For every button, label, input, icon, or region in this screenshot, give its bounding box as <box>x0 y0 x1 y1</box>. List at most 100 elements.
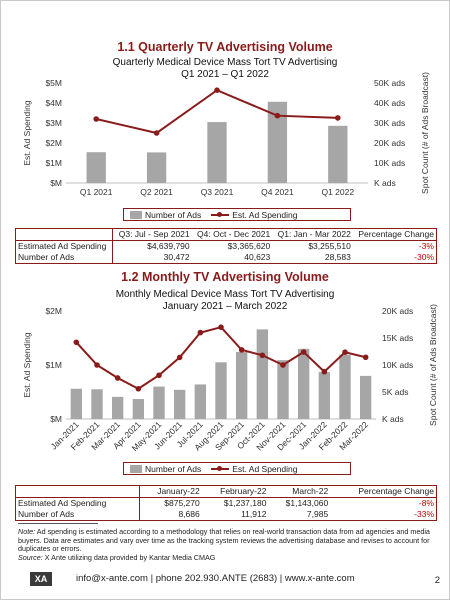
y-left-tick-label: $1M <box>45 158 62 168</box>
bar-number-of-ads <box>277 360 289 419</box>
row-label: Estimated Ad Spending <box>15 497 140 509</box>
y-left-tick-label: $1M <box>45 360 62 370</box>
row-label: Number of Ads <box>15 509 140 521</box>
table-header-row: Q3: Jul - Sep 2021 Q4: Oct - Dec 2021 Q1… <box>15 228 437 241</box>
point-est-ad-spending <box>362 354 369 361</box>
x-tick-label: Q3 2021 <box>201 187 234 197</box>
bar-number-of-ads <box>111 396 124 419</box>
table-cell: $875,270 <box>164 498 200 508</box>
notes-divider <box>18 523 98 524</box>
note-text: Ad spending is estimated according to a … <box>18 527 430 554</box>
point-est-ad-spending <box>214 87 220 94</box>
point-est-ad-spending <box>135 385 142 392</box>
table-row: Estimated Ad Spending $4,639,790 $3,365,… <box>15 240 437 252</box>
bar-number-of-ads <box>153 386 165 419</box>
point-est-ad-spending <box>156 372 162 379</box>
bar-number-of-ads <box>339 354 351 419</box>
notes-block: Note: Ad spending is estimated according… <box>18 527 438 562</box>
point-est-ad-spending <box>153 130 160 136</box>
point-est-ad-spending <box>274 112 281 119</box>
point-est-ad-spending <box>94 362 100 368</box>
percent-change-cell: -3% <box>418 241 434 251</box>
percent-change-cell: -30% <box>414 252 434 262</box>
bar-number-of-ads <box>173 389 186 419</box>
chart-2-legend: Number of Ads Est. Ad Spending <box>123 462 351 475</box>
x-tick-label: Q1 2022 <box>321 187 354 197</box>
quarterly-summary-table: Q3: Jul - Sep 2021 Q4: Oct - Dec 2021 Q1… <box>15 228 437 264</box>
point-est-ad-spending <box>114 375 121 381</box>
table-row: Estimated Ad Spending $875,270 $1,237,18… <box>15 497 437 509</box>
y-left-axis-title: Est. Ad Spending <box>22 100 32 165</box>
table-header-cell: Q4: Oct - Dec 2021 <box>191 228 273 241</box>
xante-logo: XA <box>30 572 52 586</box>
table-row: Number of Ads 30,472 40,623 28,583 -30% <box>15 252 437 264</box>
table-cell: $3,365,620 <box>227 241 271 251</box>
y-right-tick-label: 10K ads <box>382 360 413 370</box>
footer-contact: info@x-ante.com | phone 202.930.ANTE (26… <box>76 573 355 584</box>
source-label: Source: <box>18 552 43 562</box>
y-left-tick-label: $M <box>50 178 62 188</box>
table-cell: $3,255,510 <box>308 241 351 251</box>
legend-bar-label: Number of Ads <box>145 209 202 220</box>
bar-number-of-ads <box>91 389 103 419</box>
bar-number-of-ads <box>235 352 248 419</box>
chart-1-title-line1: Quarterly Medical Device Mass Tort TV Ad… <box>112 57 338 68</box>
point-est-ad-spending <box>197 329 204 336</box>
chart-2-title-line1: Monthly Medical Device Mass Tort TV Adve… <box>115 289 335 300</box>
row-label: Number of Ads <box>15 252 114 264</box>
table-header-cell: Q3: Jul - Sep 2021 <box>112 228 192 241</box>
table-header-cell: January-22 <box>139 485 202 498</box>
bar-number-of-ads <box>215 362 227 419</box>
y-left-axis-title: Est. Ad Spending <box>22 332 32 397</box>
bar-number-of-ads <box>132 399 145 419</box>
point-est-ad-spending <box>321 368 328 375</box>
y-left-tick-label: $2M <box>45 138 62 148</box>
table-header-row: January-22 February-22 March-22 Percenta… <box>15 485 437 498</box>
table-row: Number of Ads 8,686 11,912 7,985 -33% <box>15 509 437 521</box>
bar-number-of-ads <box>297 348 310 419</box>
chart-1-legend: Number of Ads Est. Ad Spending <box>123 208 351 221</box>
legend-line-swatch <box>211 211 230 217</box>
table-cell: $1,237,180 <box>223 498 267 508</box>
bar-number-of-ads <box>194 384 207 419</box>
table-header-cell: Percentage Change <box>352 228 437 241</box>
y-right-tick-label: 50K ads <box>374 78 405 88</box>
table-cell: 40,623 <box>244 252 271 262</box>
y-right-axis-title: Spot Count (# of Ads Broadcast) <box>428 304 438 426</box>
point-est-ad-spending <box>342 349 348 355</box>
table-cell: 11,912 <box>241 509 267 519</box>
y-right-tick-label: 20K ads <box>382 306 413 316</box>
point-est-ad-spending <box>73 339 80 346</box>
legend-line-label: Est. Ad Spending <box>232 209 298 220</box>
chart-2-title-line2: January 2021 – March 2022 <box>162 301 288 312</box>
point-est-ad-spending <box>300 349 307 355</box>
bar-number-of-ads <box>267 101 288 183</box>
y-left-tick-label: $3M <box>45 118 62 128</box>
table-header-cell: March-22 <box>268 485 331 498</box>
y-right-axis-title: Spot Count (# of Ads Broadcast) <box>420 72 430 194</box>
point-est-ad-spending <box>93 116 99 122</box>
legend-bar-swatch <box>130 210 142 219</box>
bar-number-of-ads <box>328 125 348 183</box>
row-label: Estimated Ad Spending <box>15 240 114 252</box>
bar-number-of-ads <box>256 329 269 419</box>
point-est-ad-spending <box>218 324 224 331</box>
table-header-cell <box>15 485 140 498</box>
y-right-tick-label: K ads <box>374 178 396 188</box>
page-number: 2 <box>434 575 440 586</box>
bar-number-of-ads <box>359 375 372 419</box>
source-text: X Ante utilizing data provided by Kantar… <box>42 552 216 562</box>
table-cell: 30,472 <box>163 252 190 262</box>
bar-number-of-ads <box>146 152 167 183</box>
chart-1-title-line2: Q1 2021 – Q1 2022 <box>181 69 269 80</box>
y-right-tick-label: K ads <box>382 414 404 424</box>
y-left-tick-label: $5M <box>45 78 62 88</box>
table-header-cell: Percentage Change <box>330 485 437 498</box>
table-header-cell <box>15 228 114 241</box>
table-header-cell: Q1: Jan - Mar 2022 <box>272 228 353 241</box>
bar-number-of-ads <box>70 388 83 419</box>
x-tick-label: Q1 2021 <box>80 187 113 197</box>
table-cell: $1,143,060 <box>285 498 329 508</box>
table-cell: $4,639,790 <box>147 241 190 251</box>
